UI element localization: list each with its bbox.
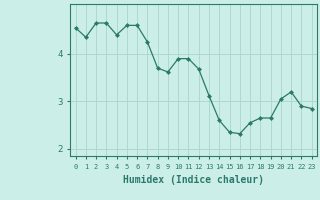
X-axis label: Humidex (Indice chaleur): Humidex (Indice chaleur) [123,175,264,185]
